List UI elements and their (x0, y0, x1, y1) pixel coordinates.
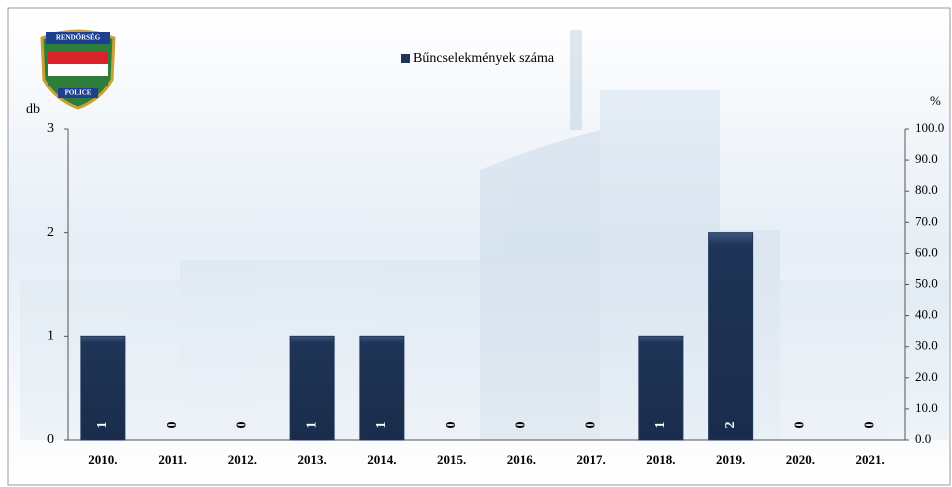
logo-text: POLICE (65, 89, 92, 97)
y2-axis-title: % (930, 93, 941, 108)
x-tick-label: 2011. (158, 452, 187, 467)
data-label: 0 (444, 422, 459, 429)
y2-tick-label: 40.0 (915, 307, 938, 322)
legend-swatch (401, 54, 410, 63)
x-tick-label: 2018. (646, 452, 675, 467)
x-tick-label: 2013. (298, 452, 327, 467)
legend-label: Bűncselekmények száma (413, 51, 555, 66)
bar (359, 335, 405, 441)
y2-tick-label: 80.0 (915, 182, 938, 197)
y2-tick-label: 30.0 (915, 338, 938, 353)
y2-tick-label: 100.0 (915, 120, 944, 135)
y2-tick-label: 60.0 (915, 244, 938, 259)
bar (638, 335, 684, 441)
y-axis-title: db (26, 102, 40, 117)
y2-tick-label: 0.0 (915, 431, 931, 446)
x-tick-label: 2021. (856, 452, 885, 467)
data-label: 0 (862, 422, 877, 429)
y2-tick-label: 70.0 (915, 213, 938, 228)
logo-text: RENDŐRSÉG (56, 34, 101, 42)
data-label: 0 (793, 422, 808, 429)
data-label: 0 (583, 422, 598, 429)
data-label: 0 (514, 422, 529, 429)
data-label: 2 (723, 422, 738, 429)
logo: RENDŐRSÉG POLICE (40, 29, 116, 110)
y-tick-label: 2 (47, 225, 54, 240)
y2-tick-label: 10.0 (915, 400, 938, 415)
x-tick-label: 2017. (577, 452, 606, 467)
x-tick-label: 2019. (716, 452, 745, 467)
x-tick-label: 2012. (228, 452, 257, 467)
data-label: 1 (374, 422, 389, 429)
x-tick-label: 2010. (88, 452, 117, 467)
bar (80, 335, 126, 441)
x-tick-label: 2014. (367, 452, 396, 467)
data-label: 0 (165, 422, 180, 429)
y-tick-label: 1 (47, 329, 54, 344)
bar (289, 335, 335, 441)
data-label: 1 (304, 422, 319, 429)
bar (708, 232, 754, 441)
data-label: 1 (95, 422, 110, 429)
x-tick-label: 2015. (437, 452, 466, 467)
y2-tick-label: 20.0 (915, 369, 938, 384)
data-label: 1 (653, 422, 668, 429)
y-tick-label: 0 (47, 432, 54, 447)
y2-tick-label: 50.0 (915, 275, 938, 290)
y-tick-label: 3 (47, 121, 54, 136)
frame (7, 7, 951, 486)
data-label: 0 (235, 422, 250, 429)
y2-tick-label: 90.0 (915, 151, 938, 166)
x-tick-label: 2016. (507, 452, 536, 467)
x-tick-label: 2020. (786, 452, 815, 467)
